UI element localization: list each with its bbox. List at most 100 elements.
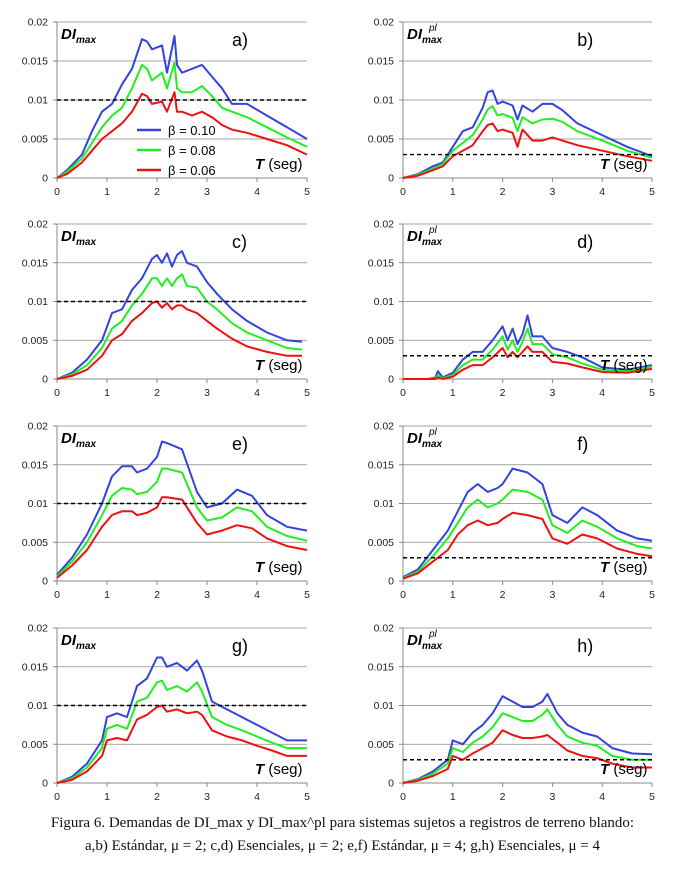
y-axis-label-superscript: pl (428, 225, 438, 236)
x-axis-label: T (seg) (600, 357, 648, 374)
x-tick-label: 3 (549, 387, 555, 399)
chart-panel-e: 0 0.005 0.01 0.015 0.02 0 1 2 3 4 5 DImax e) T (seg) (22, 421, 310, 602)
x-tick-label: 4 (599, 387, 605, 399)
y-tick-label: 0.01 (28, 498, 49, 510)
x-tick-label: 5 (649, 589, 655, 601)
x-tick-label: 5 (304, 186, 310, 198)
y-tick-label: 0.005 (368, 134, 394, 146)
x-axis-label: T (seg) (255, 156, 303, 173)
y-tick-label: 0.005 (368, 739, 394, 751)
x-tick-label: 3 (549, 791, 555, 803)
series-line-1 (56, 250, 303, 380)
x-tick-label: 3 (204, 589, 210, 601)
y-tick-label: 0 (388, 173, 394, 185)
series-line-2 (56, 679, 307, 784)
x-tick-label: 1 (450, 791, 456, 803)
chart-panel-g: 0 0.005 0.01 0.015 0.02 0 1 2 3 4 5 DImax g) T (seg) (22, 623, 310, 804)
series-line-2 (56, 273, 303, 380)
series-line-3 (56, 91, 308, 179)
series-line-3 (403, 345, 653, 380)
panel-label: f) (577, 434, 588, 454)
x-tick-label: 5 (304, 387, 310, 399)
y-tick-label: 0.005 (368, 335, 394, 347)
series-line-1 (403, 314, 653, 380)
x-tick-label: 2 (154, 589, 160, 601)
y-tick-label: 0.01 (374, 700, 395, 712)
y-tick-label: 0.015 (368, 257, 394, 269)
series-line-1 (402, 89, 653, 179)
panel-label: b) (577, 30, 593, 50)
legend-label-2: β = 0.08 (168, 143, 216, 158)
x-tick-label: 3 (549, 589, 555, 601)
y-tick-label: 0.02 (28, 421, 49, 433)
y-tick-label: 0.02 (28, 17, 49, 29)
y-axis-label: DImax (407, 632, 442, 652)
series-line-3 (56, 496, 308, 579)
x-tick-label: 1 (450, 186, 456, 198)
y-tick-label: 0.02 (374, 623, 395, 635)
x-axis-label: T (seg) (600, 156, 648, 173)
x-tick-label: 0 (400, 186, 406, 198)
x-tick-label: 0 (400, 387, 406, 399)
x-tick-label: 3 (204, 387, 210, 399)
chart-panel-c: 0 0.005 0.01 0.015 0.02 0 1 2 3 4 5 DImax c) T (seg) (22, 219, 310, 400)
x-tick-label: 1 (450, 589, 456, 601)
x-tick-label: 0 (400, 791, 406, 803)
x-tick-label: 2 (500, 186, 506, 198)
x-axis-label: T (seg) (600, 761, 648, 778)
y-tick-label: 0.02 (374, 219, 395, 231)
x-tick-label: 2 (154, 186, 160, 198)
x-tick-label: 4 (599, 791, 605, 803)
x-tick-label: 0 (54, 791, 60, 803)
x-axis-label: T (seg) (255, 559, 303, 576)
y-axis-label-superscript: pl (428, 427, 438, 438)
caption-line-1: Figura 6. Demandas de DI_max y DI_max^pl… (50, 815, 635, 831)
y-axis-label: DImax (407, 430, 442, 450)
x-tick-label: 3 (549, 186, 555, 198)
series-line-3 (56, 704, 307, 784)
series-line-3 (402, 511, 653, 580)
y-axis-label: DImax (61, 26, 96, 46)
x-tick-label: 5 (649, 791, 655, 803)
y-tick-label: 0 (388, 778, 394, 790)
y-tick-label: 0.005 (22, 739, 48, 751)
panel-label: c) (232, 232, 247, 252)
y-tick-label: 0.02 (28, 623, 49, 635)
y-tick-label: 0.005 (368, 537, 394, 549)
x-tick-label: 1 (104, 186, 110, 198)
x-tick-label: 0 (54, 589, 60, 601)
y-tick-label: 0 (42, 173, 48, 185)
x-tick-label: 2 (500, 791, 506, 803)
y-tick-label: 0.015 (368, 56, 394, 68)
x-tick-label: 2 (154, 791, 160, 803)
series-line-2 (402, 105, 653, 179)
x-tick-label: 3 (204, 186, 210, 198)
x-axis-label: T (seg) (255, 357, 303, 374)
y-tick-label: 0.01 (28, 296, 49, 308)
x-tick-label: 0 (400, 589, 406, 601)
series-line-1 (402, 467, 653, 578)
y-tick-label: 0.02 (374, 421, 395, 433)
y-tick-label: 0.01 (374, 498, 395, 510)
panel-label: d) (577, 232, 593, 252)
series-line-3 (56, 300, 302, 380)
x-tick-label: 3 (204, 791, 210, 803)
y-tick-label: 0.01 (374, 95, 395, 107)
y-tick-label: 0.015 (368, 661, 394, 673)
x-tick-label: 4 (254, 186, 260, 198)
x-tick-label: 4 (254, 387, 260, 399)
y-tick-label: 0.015 (22, 661, 48, 673)
y-tick-label: 0.005 (22, 134, 48, 146)
figure-caption: Figura 6. Demandas de DI_max y DI_max^pl… (0, 812, 685, 858)
y-tick-label: 0 (388, 576, 394, 588)
series-line-1 (402, 692, 653, 784)
y-tick-label: 0 (42, 374, 48, 386)
x-axis-label: T (seg) (255, 761, 303, 778)
y-tick-label: 0.01 (28, 95, 49, 107)
series-line-2 (56, 467, 308, 578)
